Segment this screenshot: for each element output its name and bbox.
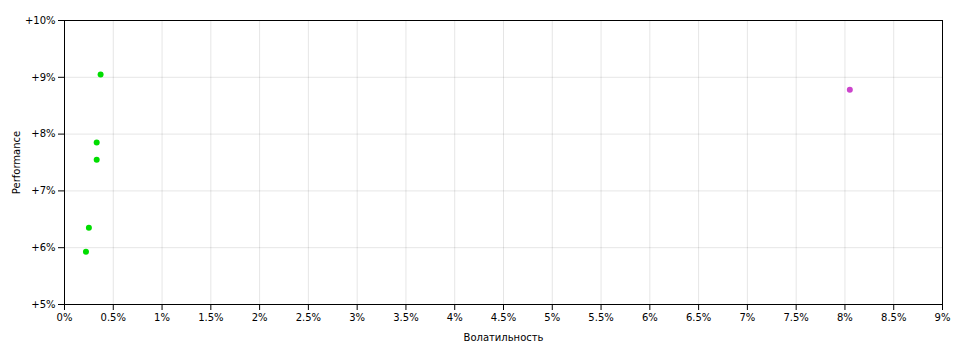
svg-text:+5%: +5% bbox=[31, 299, 55, 310]
svg-text:+10%: +10% bbox=[25, 15, 56, 26]
svg-text:9%: 9% bbox=[935, 312, 951, 323]
svg-text:3%: 3% bbox=[349, 312, 365, 323]
svg-text:0%: 0% bbox=[57, 312, 73, 323]
svg-text:0.5%: 0.5% bbox=[101, 312, 126, 323]
svg-text:8%: 8% bbox=[837, 312, 853, 323]
svg-text:7%: 7% bbox=[739, 312, 755, 323]
svg-text:1%: 1% bbox=[154, 312, 170, 323]
svg-text:2.5%: 2.5% bbox=[296, 312, 321, 323]
svg-text:2%: 2% bbox=[252, 312, 268, 323]
svg-text:5%: 5% bbox=[544, 312, 560, 323]
svg-text:6.5%: 6.5% bbox=[686, 312, 711, 323]
svg-text:6%: 6% bbox=[642, 312, 658, 323]
svg-text:Волатильность: Волатильность bbox=[464, 332, 544, 343]
svg-text:1.5%: 1.5% bbox=[198, 312, 223, 323]
svg-text:4.5%: 4.5% bbox=[491, 312, 516, 323]
svg-text:+7%: +7% bbox=[31, 185, 55, 196]
svg-text:4%: 4% bbox=[447, 312, 463, 323]
svg-text:Performance: Performance bbox=[11, 131, 22, 194]
svg-text:+9%: +9% bbox=[31, 72, 55, 83]
svg-text:7.5%: 7.5% bbox=[783, 312, 808, 323]
svg-text:3.5%: 3.5% bbox=[393, 312, 418, 323]
svg-text:+8%: +8% bbox=[31, 128, 55, 139]
svg-text:5.5%: 5.5% bbox=[588, 312, 613, 323]
svg-text:+6%: +6% bbox=[31, 242, 55, 253]
svg-text:8.5%: 8.5% bbox=[881, 312, 906, 323]
